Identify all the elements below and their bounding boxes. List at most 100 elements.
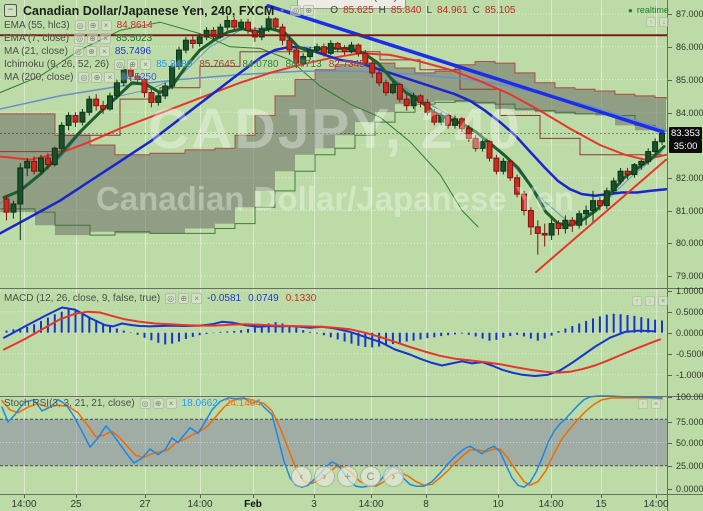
settings-gear-icon[interactable]: ⊕ <box>85 45 97 57</box>
chart-nav-circle-1[interactable]: › <box>314 466 335 487</box>
pane-buttons-main: ↑ ↓ <box>646 17 669 27</box>
price-axis-label: 0.0000 <box>676 328 703 338</box>
show-hide-icon[interactable]: ◎ <box>74 32 86 44</box>
price-axis-label: -1.0000 <box>676 370 703 380</box>
price-axis-label: 1.0000 <box>676 286 703 296</box>
high-value: 85.840 <box>390 5 422 16</box>
move-pane-up-icon[interactable]: ↑ <box>632 296 642 306</box>
indicator-value: 84.7713 <box>285 58 322 70</box>
indicator-value: 82.7345 <box>328 58 365 70</box>
price-axis-label: 81.000 <box>676 206 703 216</box>
pane-buttons-macd: ↑ ↓ × <box>632 296 668 306</box>
realtime-label: realtime <box>636 5 669 15</box>
settings-gear-icon[interactable]: ⊕ <box>91 71 103 83</box>
settings-gear-icon[interactable]: ⊕ <box>87 32 99 44</box>
show-hide-icon[interactable]: ◎ <box>165 292 177 304</box>
axis-tick <box>668 14 672 15</box>
high-label: H <box>378 5 386 16</box>
time-axis-label: 25 <box>70 499 82 510</box>
time-axis-label: 14:00 <box>11 499 37 510</box>
show-hide-icon[interactable]: ◎ <box>72 45 84 57</box>
title-buttons: ◎ ⊕ <box>290 5 315 16</box>
collapse-legend-button[interactable]: − <box>4 4 17 17</box>
axis-tick <box>668 354 672 355</box>
legend-row-indicator-0: EMA (55, hlc3) ◎ ⊕ × 84.8614 <box>4 19 153 31</box>
price-axis-label: 75.0000 <box>676 417 703 427</box>
time-axis-label: 3 <box>311 499 317 510</box>
indicator-value: 85.7645 <box>199 58 236 70</box>
price-axis-label: -0.5000 <box>676 349 703 359</box>
axis-tick <box>668 178 672 179</box>
show-hide-icon[interactable]: ◎ <box>78 71 90 83</box>
price-axis-label: 79.000 <box>676 271 703 281</box>
price-axis-label: 84.000 <box>676 108 703 118</box>
settings-gear-icon[interactable]: ⊕ <box>178 292 190 304</box>
chart-nav-circle-4[interactable]: › <box>383 466 404 487</box>
close-pane-icon[interactable]: × <box>651 399 661 409</box>
legend-row-indicator-1: EMA (7, close) ◎ ⊕ × 85.5023 <box>4 32 152 44</box>
close-icon[interactable]: × <box>140 58 152 70</box>
legend-row-stoch: Stoch RSI(3, 3, 21, 21, close) ◎ ⊕ × 18.0662… <box>4 397 261 409</box>
indicator-value: 18.0662 <box>181 397 218 409</box>
indicator-name[interactable]: EMA (7, close) <box>4 32 70 44</box>
close-icon[interactable]: × <box>191 292 203 304</box>
chart-nav-circle-2[interactable]: + <box>337 466 358 487</box>
axis-tick <box>668 276 672 277</box>
low-value: 84.961 <box>437 5 468 16</box>
legend-row-indicator-4: MA (200, close) ◎ ⊕ × 84.5250 <box>4 71 157 83</box>
price-axis-label: 87.000 <box>676 9 703 19</box>
settings-gear-icon[interactable]: ⊕ <box>87 19 99 31</box>
axis-tick <box>668 443 672 444</box>
time-axis-label: 27 <box>139 499 151 510</box>
chart-nav-circle-0[interactable]: ‹ <box>291 466 312 487</box>
symbol-title[interactable]: Canadian Dollar/Japanese Yen, 240, FXCM <box>23 3 275 18</box>
indicator-name[interactable]: MA (21, close) <box>4 45 68 57</box>
open-label: O <box>330 5 339 16</box>
show-hide-icon[interactable]: ◎ <box>290 5 302 16</box>
show-hide-icon[interactable]: ◎ <box>74 19 86 31</box>
ohlc-readout: O 85.625 H 85.840 L 84.961 C 85.105 <box>330 5 515 16</box>
close-label: C <box>472 5 480 16</box>
indicator-name[interactable]: EMA (55, hlc3) <box>4 19 70 31</box>
indicator-value: 84.8614 <box>116 19 153 31</box>
indicator-value: -0.0581 <box>207 292 242 304</box>
price-axis-label: 50.0000 <box>676 438 703 448</box>
indicator-name[interactable]: Stoch RSI(3, 3, 21, 21, close) <box>4 397 135 409</box>
settings-gear-icon[interactable]: ⊕ <box>303 5 315 16</box>
indicator-name[interactable]: MA (200, close) <box>4 71 74 83</box>
close-icon[interactable]: × <box>100 19 112 31</box>
indicator-value: 0.1330 <box>285 292 317 304</box>
close-icon[interactable]: × <box>98 45 110 57</box>
settings-gear-icon[interactable]: ⊕ <box>127 58 139 70</box>
close-icon[interactable]: × <box>104 71 116 83</box>
legend-row-macd: MACD (12, 26, close, 9, false, true) ◎ ⊕ × -… <box>4 292 316 304</box>
price-axis-label: 85.000 <box>676 75 703 85</box>
chevron-down-icon[interactable]: ▾ <box>280 6 285 15</box>
indicator-name[interactable]: MACD (12, 26, close, 9, false, true) <box>4 292 161 304</box>
close-pane-icon[interactable]: × <box>658 296 668 306</box>
close-icon[interactable]: × <box>165 397 177 409</box>
move-pane-down-icon[interactable]: ↓ <box>645 296 655 306</box>
show-hide-icon[interactable]: ◎ <box>139 397 151 409</box>
move-pane-up-icon[interactable]: ↑ <box>638 399 648 409</box>
last-price-badge: 83.353 <box>669 127 702 140</box>
axis-tick <box>668 47 672 48</box>
chart-nav-circle-3[interactable]: C <box>360 466 381 487</box>
indicator-name[interactable]: Ichimoku (9, 26, 52, 26) <box>4 58 110 70</box>
indicator-value: 24.1404 <box>224 397 261 409</box>
move-pane-down-icon[interactable]: ↓ <box>659 17 669 27</box>
time-axis-label: 10 <box>492 499 504 510</box>
realtime-dot-icon: ● <box>628 5 633 15</box>
settings-gear-icon[interactable]: ⊕ <box>152 397 164 409</box>
price-axis-label: 100.0000 <box>676 392 703 402</box>
show-hide-icon[interactable]: ◎ <box>114 58 126 70</box>
axis-tick <box>668 466 672 467</box>
move-pane-up-icon[interactable]: ↑ <box>646 17 656 27</box>
indicator-value: 0.0749 <box>248 292 279 304</box>
indicator-value: 85.3480 <box>156 58 193 70</box>
close-icon[interactable]: × <box>100 32 112 44</box>
bar-countdown-badge: 35:00 <box>669 140 702 153</box>
